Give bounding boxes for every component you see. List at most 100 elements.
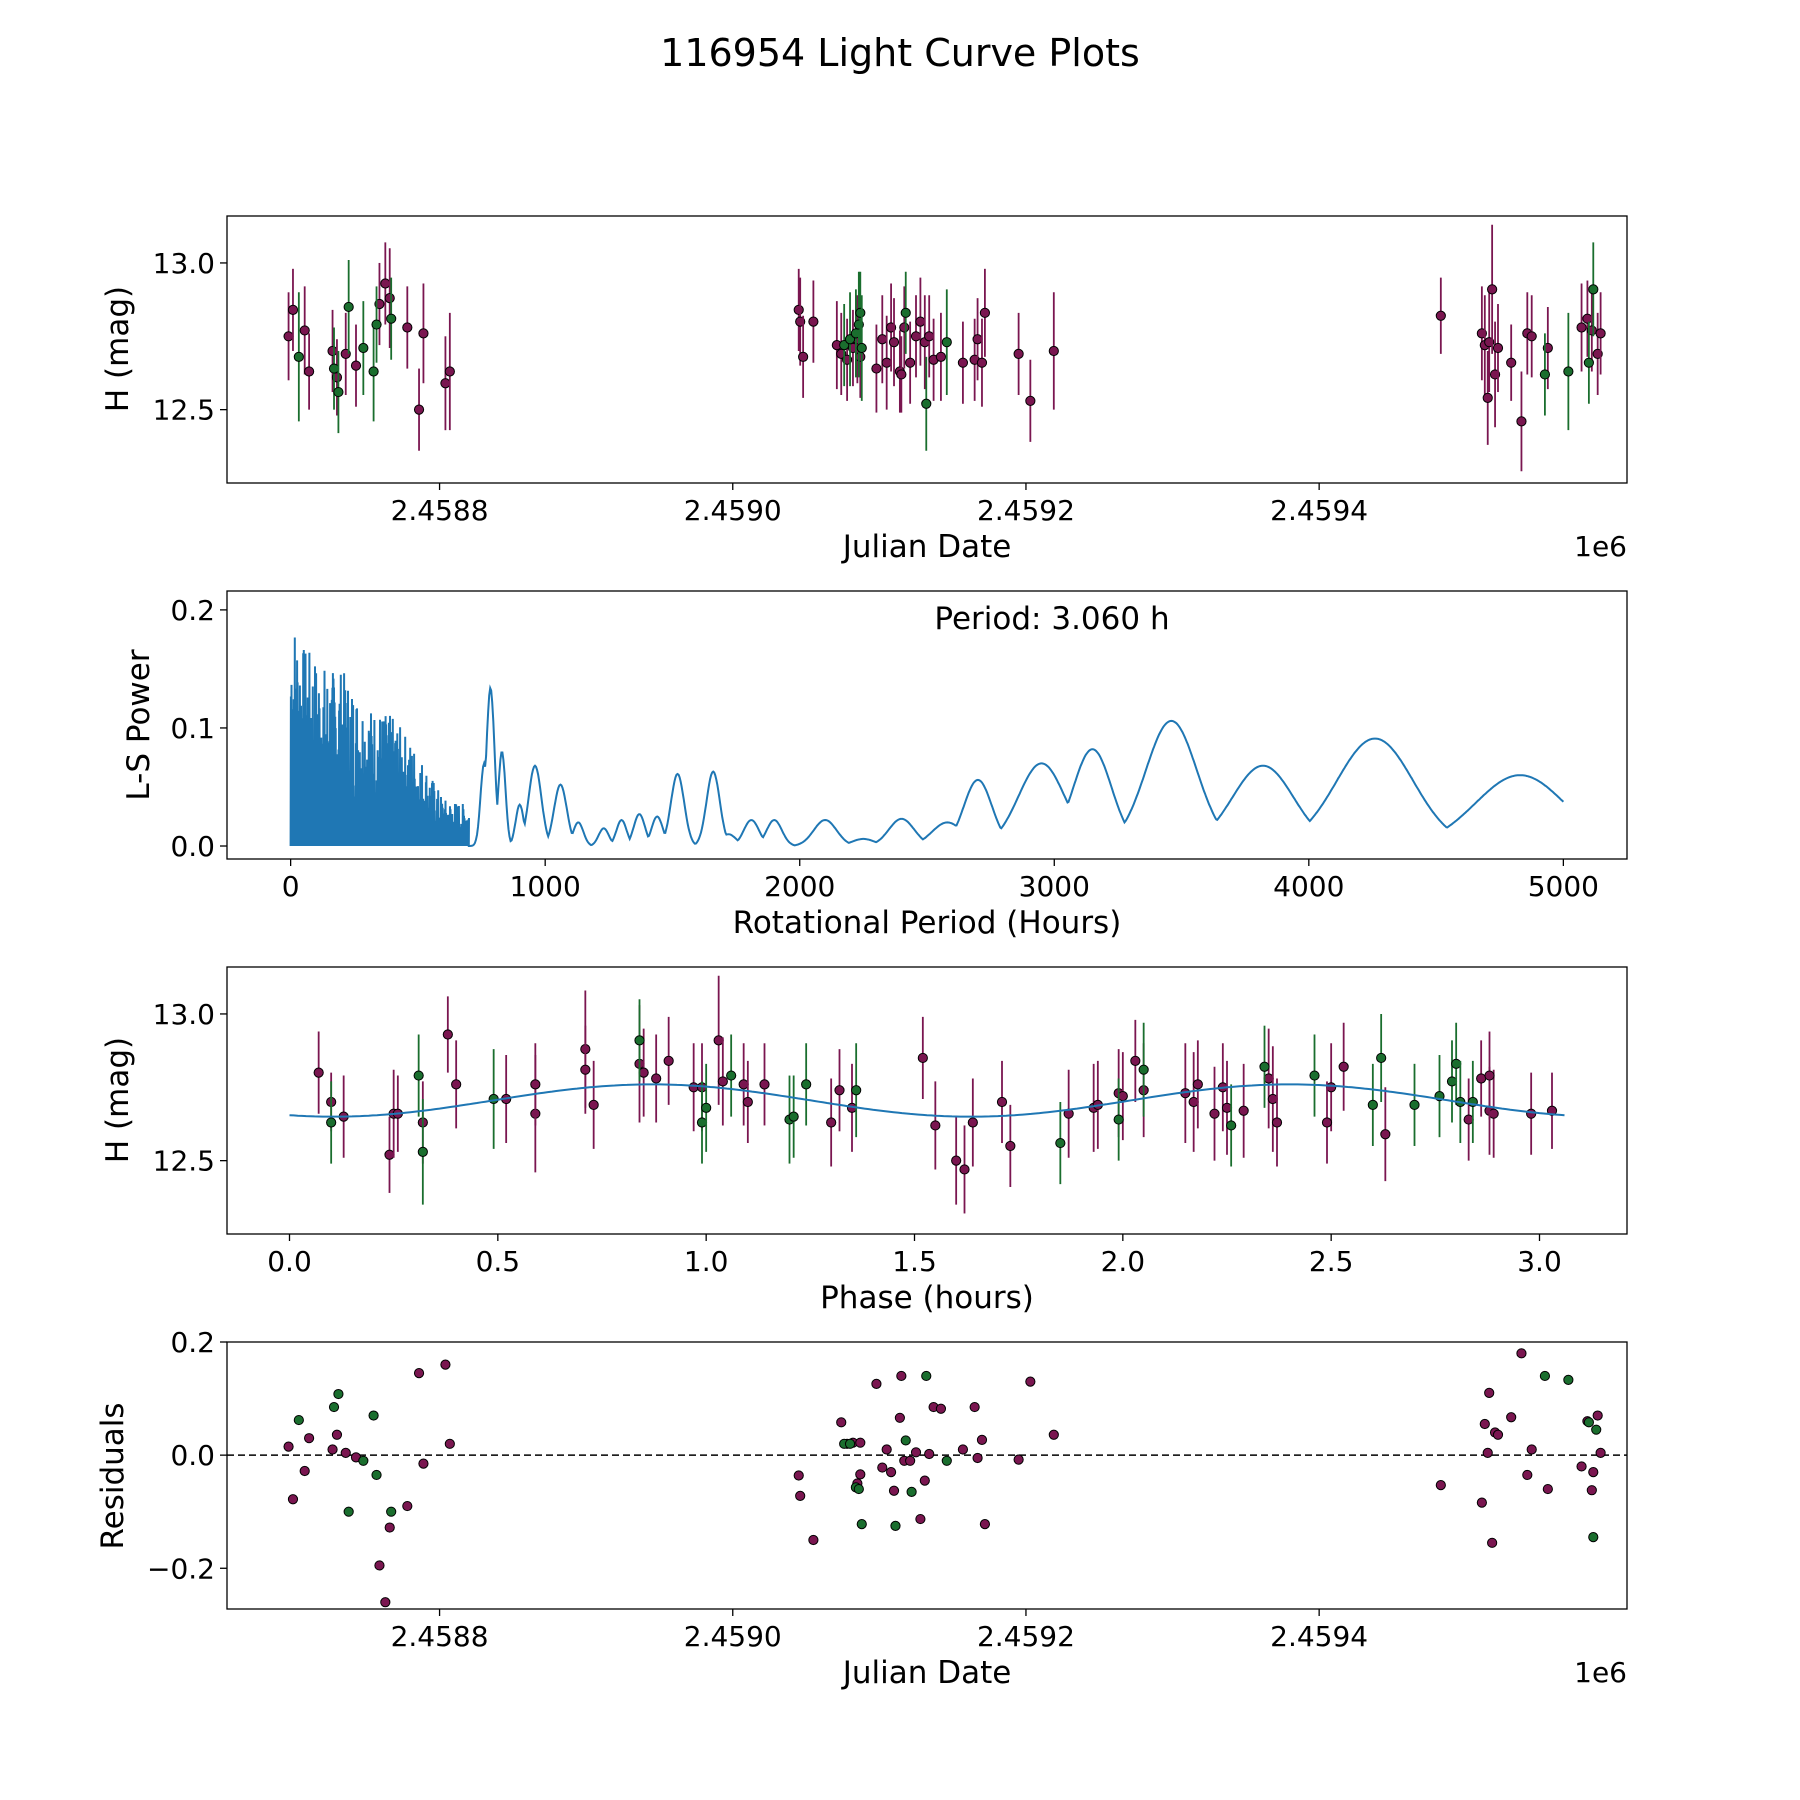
data-point-maroon [1130, 1055, 1141, 1066]
x-tick-label: 2.4594 [1270, 494, 1368, 527]
data-point-green [1376, 1052, 1387, 1064]
data-point-green [343, 1506, 354, 1517]
data-point-maroon [793, 304, 804, 315]
data-point-maroon [1025, 1376, 1036, 1387]
periodogram-axes-frame [226, 590, 1628, 860]
data-point-maroon [331, 1429, 343, 1440]
y-tick-label: 0.1 [170, 712, 215, 745]
data-point-maroon [327, 345, 338, 357]
data-point-maroon [1209, 1108, 1220, 1119]
data-point-maroon [738, 1079, 749, 1090]
data-point-maroon [905, 1455, 916, 1466]
data-point-maroon [855, 1469, 866, 1480]
periodogram-x-ticks: 0 1000 2000 3000 4000 5000 [282, 859, 1599, 903]
data-point-maroon [350, 360, 362, 371]
data-point-maroon [924, 331, 935, 342]
periodogram-x-label: Rotational Period (Hours) [733, 905, 1122, 941]
data-point-maroon [979, 1519, 991, 1530]
data-point-maroon [588, 1099, 599, 1111]
data-point-green [921, 398, 932, 409]
data-point-maroon [959, 1164, 970, 1175]
data-point-maroon [967, 1117, 978, 1128]
data-point-green [1583, 357, 1594, 368]
residuals-y-ticks: −0.2 0.0 0.2 [147, 1326, 227, 1585]
data-point-maroon [327, 1444, 338, 1455]
data-point-maroon [1506, 357, 1517, 368]
data-point-maroon [413, 1368, 425, 1379]
data-point-maroon [418, 328, 429, 339]
data-point-green [1588, 1532, 1599, 1543]
data-point-green [368, 366, 379, 377]
data-point-maroon [1188, 1096, 1199, 1108]
x-tick-label: 2.4590 [684, 494, 782, 527]
data-point-maroon [580, 1064, 591, 1075]
data-point-maroon [1576, 1461, 1587, 1472]
data-point-green [1446, 1076, 1458, 1087]
data-point-maroon [713, 1035, 724, 1046]
data-point-maroon [340, 1447, 351, 1458]
data-point-maroon [1013, 1454, 1024, 1465]
data-point-green [293, 351, 304, 362]
data-point-green [844, 1438, 856, 1449]
data-point-maroon [1479, 1418, 1490, 1430]
data-point-maroon [888, 337, 900, 348]
residuals-y-label: Residuals [95, 1402, 131, 1549]
data-point-maroon [1263, 1073, 1274, 1084]
periodogram-y-label: L-S Power [121, 649, 157, 800]
data-point-maroon [1487, 1537, 1498, 1548]
data-point-maroon [1506, 1412, 1517, 1423]
data-point-green [788, 1111, 799, 1122]
data-point-green [386, 1506, 397, 1517]
data-point-maroon [871, 1378, 882, 1389]
data-point-green [890, 1520, 901, 1531]
x-tick-label: 2.5 [1309, 1245, 1354, 1278]
data-point-green [906, 1486, 917, 1498]
data-point-maroon [1492, 1429, 1504, 1440]
phased-fit-curve [289, 1083, 1565, 1118]
data-point-maroon [287, 304, 299, 315]
data-point-green [696, 1117, 708, 1128]
data-point-maroon [1588, 1467, 1599, 1478]
data-point-maroon [651, 1073, 662, 1084]
data-point-maroon [836, 1417, 847, 1428]
data-point-maroon [1321, 1117, 1333, 1128]
y-tick-label: 12.5 [153, 1145, 215, 1178]
data-point-maroon [299, 325, 310, 336]
x-tick-label: 0.0 [267, 1245, 312, 1278]
data-point-maroon [283, 331, 294, 342]
data-point-maroon [1526, 331, 1537, 342]
data-point-maroon [1522, 1469, 1533, 1481]
data-point-green [1539, 369, 1551, 380]
data-point-maroon [688, 1082, 699, 1093]
data-point-maroon [877, 1462, 888, 1473]
data-point-green [1113, 1114, 1124, 1125]
y-tick-label: 0.0 [170, 1439, 215, 1472]
x-tick-label: 3.0 [1517, 1245, 1562, 1278]
data-point-maroon [910, 1447, 922, 1458]
data-point-maroon [1492, 342, 1504, 354]
data-point-maroon [663, 1055, 674, 1066]
data-point-maroon [979, 307, 991, 318]
data-point-green [726, 1070, 737, 1081]
data-point-maroon [444, 1438, 455, 1449]
data-point-green [941, 1455, 952, 1466]
periodogram-y-ticks: 0.0 0.1 0.2 [170, 594, 227, 863]
data-point-green [856, 1519, 867, 1530]
data-point-maroon [881, 1444, 892, 1455]
data-point-maroon [1048, 1429, 1059, 1440]
x-tick-label: 1.5 [892, 1245, 937, 1278]
data-point-maroon [1592, 1410, 1603, 1421]
data-point-maroon [380, 1597, 391, 1608]
x-tick-label: 3000 [1019, 870, 1090, 903]
data-point-maroon [976, 357, 988, 368]
data-point-maroon [1380, 1129, 1391, 1140]
residuals-data-points [283, 1348, 1606, 1608]
data-point-maroon [1435, 310, 1446, 321]
data-point-green [634, 1035, 645, 1046]
y-tick-label: 12.5 [153, 394, 215, 427]
data-point-maroon [793, 1470, 804, 1481]
data-point-green [417, 1146, 428, 1157]
data-point-maroon [440, 378, 451, 389]
periodogram-line [289, 637, 1565, 847]
data-point-maroon [1326, 1082, 1337, 1093]
